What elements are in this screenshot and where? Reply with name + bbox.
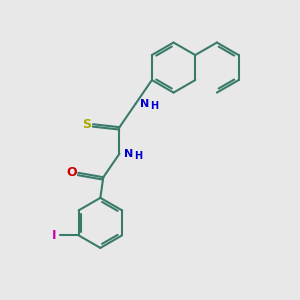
Text: H: H <box>150 101 158 111</box>
Text: N: N <box>124 149 133 159</box>
Text: S: S <box>82 118 91 131</box>
Text: N: N <box>140 99 149 109</box>
Text: I: I <box>51 229 56 242</box>
Text: H: H <box>134 151 142 161</box>
Text: O: O <box>67 166 77 179</box>
